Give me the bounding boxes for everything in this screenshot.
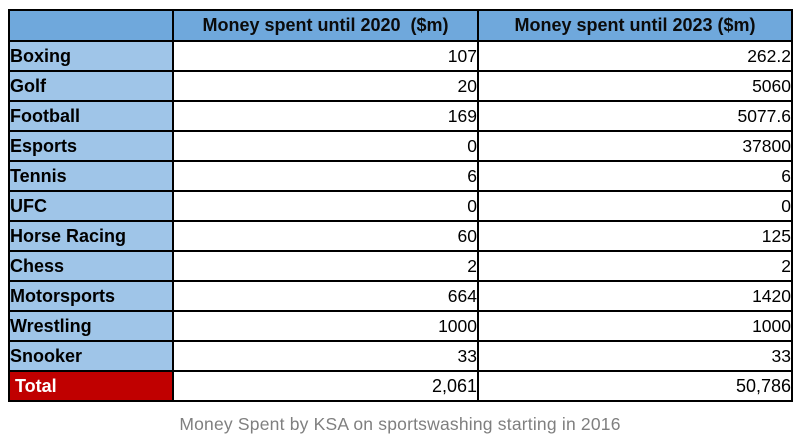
value-2023: 1420 (477, 280, 793, 312)
row-label: Horse Racing (8, 220, 174, 252)
value-2023: 37800 (477, 130, 793, 162)
value-2023: 5060 (477, 70, 793, 102)
table-row-football: Football 169 5077.6 (8, 100, 793, 132)
table-caption: Money Spent by KSA on sportswashing star… (179, 414, 621, 434)
money-spent-table: Money spent until 2020 ($m) Money spent … (8, 9, 793, 402)
column-header-2023: Money spent until 2023 ($m) (477, 9, 793, 42)
row-label: Wrestling (8, 310, 174, 342)
table-row-tennis: Tennis 6 6 (8, 160, 793, 192)
value-2020: 33 (172, 340, 479, 372)
value-2020: 6 (172, 160, 479, 192)
value-2020: 0 (172, 130, 479, 162)
row-label: Chess (8, 250, 174, 282)
column-header-2020: Money spent until 2020 ($m) (172, 9, 479, 42)
total-value-2020: 2,061 (172, 370, 479, 402)
total-label: Total (8, 370, 174, 402)
value-2020: 20 (172, 70, 479, 102)
value-2023: 0 (477, 190, 793, 222)
row-label: Motorsports (8, 280, 174, 312)
value-2023: 125 (477, 220, 793, 252)
value-2023: 33 (477, 340, 793, 372)
row-label: Tennis (8, 160, 174, 192)
value-2023: 1000 (477, 310, 793, 342)
value-2023: 2 (477, 250, 793, 282)
corner-cell (8, 9, 174, 42)
value-2020: 60 (172, 220, 479, 252)
value-2020: 664 (172, 280, 479, 312)
table-row-ufc: UFC 0 0 (8, 190, 793, 222)
row-label: Boxing (8, 40, 174, 72)
value-2020: 0 (172, 190, 479, 222)
row-label: UFC (8, 190, 174, 222)
total-row: Total 2,061 50,786 (8, 370, 793, 402)
table-row-snooker: Snooker 33 33 (8, 340, 793, 372)
row-label: Esports (8, 130, 174, 162)
row-label: Snooker (8, 340, 174, 372)
total-value-2023: 50,786 (477, 370, 793, 402)
table-row-golf: Golf 20 5060 (8, 70, 793, 102)
table-row-chess: Chess 2 2 (8, 250, 793, 282)
value-2020: 107 (172, 40, 479, 72)
table-row-wrestling: Wrestling 1000 1000 (8, 310, 793, 342)
row-label: Golf (8, 70, 174, 102)
row-label: Football (8, 100, 174, 132)
table-row-horse-racing: Horse Racing 60 125 (8, 220, 793, 252)
value-2023: 5077.6 (477, 100, 793, 132)
value-2020: 2 (172, 250, 479, 282)
value-2020: 1000 (172, 310, 479, 342)
table-row-esports: Esports 0 37800 (8, 130, 793, 162)
table-row-motorsports: Motorsports 664 1420 (8, 280, 793, 312)
value-2020: 169 (172, 100, 479, 132)
value-2023: 6 (477, 160, 793, 192)
table-row-boxing: Boxing 107 262.2 (8, 40, 793, 72)
header-row: Money spent until 2020 ($m) Money spent … (8, 9, 793, 42)
value-2023: 262.2 (477, 40, 793, 72)
